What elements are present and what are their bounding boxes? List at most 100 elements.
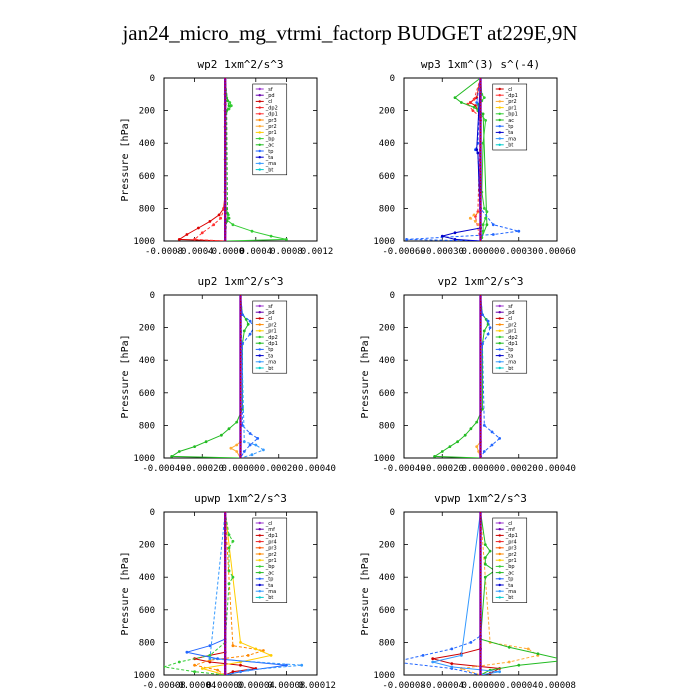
series-point: [177, 238, 181, 241]
series-point: [177, 450, 181, 453]
legend-marker: [258, 552, 261, 556]
legend-label: _tp: [265, 149, 274, 155]
series-point: [486, 319, 490, 323]
x-tick-label: 0.00060: [538, 247, 576, 257]
legend-marker: [498, 329, 501, 332]
legend-marker: [498, 335, 501, 339]
series-point: [193, 663, 197, 667]
legend-label: _bt: [265, 595, 274, 601]
y-tick-label: 200: [379, 107, 395, 117]
x-tick-label: -0.0004: [176, 247, 214, 257]
legend-label: _pr2: [505, 552, 517, 558]
series-point: [200, 231, 204, 235]
x-tick-label: 0.00004: [237, 681, 275, 691]
legend-marker: [498, 100, 501, 103]
series-point: [170, 455, 174, 458]
series-point: [471, 109, 475, 112]
series-line-tp: [240, 295, 259, 458]
legend-marker: [258, 162, 261, 165]
legend-marker: [258, 100, 261, 103]
legend-label: _cl: [265, 99, 273, 105]
y-tick-label: 400: [379, 356, 395, 366]
series-point: [536, 652, 540, 656]
legend-marker: [498, 540, 501, 543]
legend-marker: [498, 118, 501, 122]
series-point: [208, 644, 212, 648]
series-line-pr2: [229, 295, 241, 458]
legend-marker: [498, 94, 501, 97]
legend-label: _cl: [265, 521, 273, 527]
legend-marker: [498, 559, 501, 562]
series-point: [460, 101, 463, 104]
series-point: [269, 234, 273, 238]
series-point: [507, 645, 511, 649]
legend-label: _ta: [505, 130, 514, 136]
series-point: [484, 119, 487, 122]
y-tick-label: 1000: [373, 671, 395, 681]
series-point: [476, 151, 480, 155]
legend-label: _tp: [265, 577, 274, 583]
legend-label: _ac: [265, 143, 275, 149]
series-point: [517, 663, 521, 667]
legend-label: _bp1: [505, 112, 518, 118]
y-tick-label: 400: [139, 356, 155, 366]
legend-marker: [258, 528, 261, 531]
series-point: [526, 647, 530, 651]
legend-label: _sf: [265, 304, 273, 310]
series-point: [231, 644, 235, 648]
legend-marker: [258, 565, 261, 568]
series-point: [431, 657, 435, 661]
y-tick-label: 400: [379, 573, 395, 583]
series-group: [170, 295, 265, 458]
y-tick-label: 200: [379, 324, 395, 334]
legend-marker: [258, 571, 261, 574]
y-tick-label: 800: [379, 421, 395, 431]
legend-marker: [258, 366, 261, 370]
legend-label: _bt: [265, 366, 274, 372]
series-line-dp1: [432, 512, 502, 675]
legend-marker: [498, 546, 501, 549]
series-line-ma: [432, 512, 500, 675]
series-point: [231, 575, 235, 579]
series-point: [248, 332, 252, 336]
legend-marker: [498, 596, 501, 599]
legend-label: _bp: [265, 136, 275, 142]
legend-label: _pr2: [505, 322, 517, 328]
panel-title: upwp 1xm^2/s^3: [194, 492, 287, 505]
series-point: [481, 141, 485, 145]
legend-label: _pr1: [265, 329, 277, 335]
legend-label: _pr1: [505, 329, 517, 335]
legend-label: _pr4: [505, 539, 517, 545]
legend-marker: [258, 329, 261, 332]
legend-label: _cl: [505, 316, 513, 322]
series-point: [565, 659, 568, 662]
y-tick-label: 800: [379, 204, 395, 214]
legend-box: [252, 517, 288, 603]
series-point: [463, 433, 467, 437]
series-point: [440, 450, 444, 453]
series-point: [185, 233, 189, 236]
x-tick-label: 0.00000: [462, 681, 500, 691]
series-point: [481, 229, 485, 233]
legend-marker: [498, 112, 501, 116]
series-point: [219, 216, 223, 220]
series-point: [246, 322, 250, 326]
legend-marker: [498, 521, 501, 525]
legend-label: _dp1: [265, 112, 278, 118]
series-point: [197, 226, 200, 230]
legend-marker: [258, 577, 261, 580]
series-point: [226, 211, 229, 215]
series-point: [483, 543, 487, 546]
legend-marker: [498, 125, 501, 128]
legend-label: _mf: [265, 527, 275, 533]
series-line-bp1: [477, 78, 488, 241]
series-point: [482, 96, 486, 99]
legend-label: _dp1: [505, 341, 518, 347]
legend-label: _pr3: [265, 546, 277, 552]
legend-marker: [258, 125, 261, 128]
legend-label: _pr2: [265, 322, 277, 328]
legend-label: _pr2: [265, 124, 277, 130]
series-point: [482, 329, 486, 333]
series-point: [453, 238, 457, 241]
y-tick-label: 600: [379, 606, 395, 616]
